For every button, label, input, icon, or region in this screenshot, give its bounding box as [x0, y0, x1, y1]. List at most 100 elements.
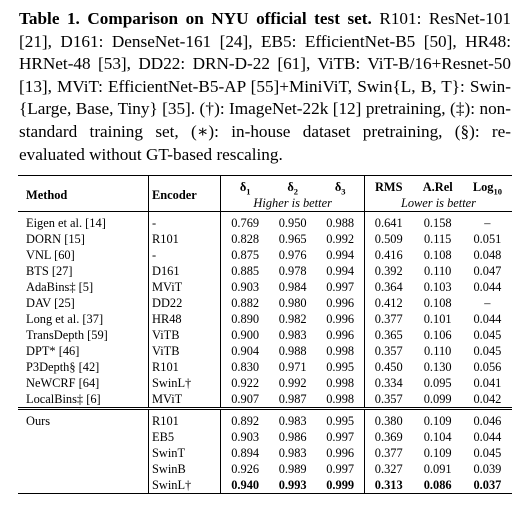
cell-encoder: - [147, 247, 221, 263]
cell-rms: 0.377 [363, 445, 413, 461]
cell-d3: 0.996 [326, 446, 355, 460]
cell-method: LocalBins‡ [6] [26, 392, 101, 406]
cell-method: Long et al. [37] [26, 312, 104, 326]
cell-rms: 0.369 [363, 429, 413, 445]
table-row: DAV [25] DD22 0.882 0.980 0.996 0.412 0.108 – [18, 295, 512, 311]
cell-d3: 0.997 [326, 462, 355, 476]
cell-d1: 0.882 [220, 295, 269, 311]
cell-d3: 0.998 [326, 344, 355, 358]
table-row: LocalBins‡ [6] MViT 0.907 0.987 0.998 0.357 0.… [18, 391, 512, 409]
cell-arel: 0.108 [423, 296, 452, 310]
cell-d1: 0.903 [220, 279, 269, 295]
cell-d1: 0.769 [220, 211, 269, 231]
cell-arel: 0.115 [423, 232, 452, 246]
cell-d1: 0.926 [220, 461, 269, 477]
caption-label: Table 1. [19, 9, 80, 28]
cell-rms: 0.450 [363, 359, 413, 375]
table-row: BTS [27] D161 0.885 0.978 0.994 0.392 0.110 0.0… [18, 263, 512, 279]
cell-encoder: D161 [147, 263, 221, 279]
cell-d2: 0.980 [278, 296, 307, 310]
cell-d2: 0.993 [278, 478, 307, 492]
cell-method: AdaBins‡ [5] [26, 280, 94, 294]
cell-encoder: SwinB [147, 461, 221, 477]
header-lower-better: Lower is better [363, 195, 512, 212]
cell-d2: 0.988 [278, 344, 307, 358]
cell-arel: 0.109 [423, 414, 452, 428]
cell-rms: 0.357 [363, 343, 413, 359]
cell-d1: 0.894 [220, 445, 269, 461]
header-rms: RMS [363, 175, 413, 195]
cell-rms: 0.334 [363, 375, 413, 391]
cell-method: P3Depth§ [42] [26, 360, 100, 374]
cell-arel: 0.091 [423, 462, 452, 476]
cell-d1: 0.830 [220, 359, 269, 375]
cell-encoder: ViTB [147, 327, 221, 343]
table-row: AdaBins‡ [5] MViT 0.903 0.984 0.997 0.364 0.10… [18, 279, 512, 295]
cell-log10: 0.047 [473, 264, 502, 278]
cell-log10: 0.045 [473, 344, 502, 358]
cell-d3: 0.995 [326, 360, 355, 374]
cell-encoder: - [147, 211, 221, 231]
cell-arel: 0.130 [423, 360, 452, 374]
caption-text: R101: ResNet-101 [21], D161: DenseNet-16… [19, 9, 512, 164]
cell-arel: 0.108 [423, 248, 452, 262]
cell-rms: 0.392 [363, 263, 413, 279]
cell-encoder: EB5 [147, 429, 221, 445]
cell-d1: 0.907 [220, 391, 269, 409]
cell-d2: 0.986 [278, 430, 307, 444]
cell-log10: 0.056 [473, 360, 502, 374]
cell-method: VNL [60] [26, 248, 75, 262]
cell-arel: 0.086 [423, 478, 452, 492]
header-higher-better: Higher is better [220, 195, 365, 212]
cell-rms: 0.412 [363, 295, 413, 311]
cell-method [18, 461, 149, 477]
cell-d3: 0.994 [326, 264, 355, 278]
cell-log10: – [484, 216, 491, 230]
cell-encoder: R101 [147, 408, 221, 429]
cell-arel: 0.106 [423, 328, 452, 342]
cell-encoder: R101 [147, 231, 221, 247]
cell-d3: 0.998 [326, 392, 355, 406]
cell-encoder: MViT [147, 391, 221, 409]
cell-rms: 0.416 [363, 247, 413, 263]
cell-log10: – [484, 296, 491, 310]
cell-rms: 0.357 [363, 391, 413, 409]
cell-d2: 0.976 [278, 248, 307, 262]
cell-rms: 0.641 [363, 211, 413, 231]
cell-arel: 0.110 [423, 264, 452, 278]
cell-rms: 0.365 [363, 327, 413, 343]
cell-d2: 0.982 [278, 312, 307, 326]
cell-d2: 0.992 [278, 376, 307, 390]
cell-d2: 0.965 [278, 232, 307, 246]
header-method: Method [26, 188, 68, 202]
cell-d1: 0.940 [220, 477, 269, 494]
cell-log10: 0.039 [473, 462, 502, 476]
cell-d2: 0.983 [278, 328, 307, 342]
cell-d2: 0.987 [278, 392, 307, 406]
cell-log10: 0.042 [473, 392, 502, 406]
cell-d1: 0.922 [220, 375, 269, 391]
caption-title: Comparison on NYU official test set. [87, 9, 372, 28]
cell-arel: 0.104 [423, 430, 452, 444]
header-d1: δ1 [220, 175, 269, 196]
cell-d2: 0.971 [278, 360, 307, 374]
cell-method: BTS [27] [26, 264, 73, 278]
table-row: SwinB 0.926 0.989 0.997 0.327 0.091 0.039 [18, 461, 512, 477]
cell-encoder: ViTB [147, 343, 221, 359]
cell-arel: 0.095 [423, 376, 452, 390]
cell-rms: 0.380 [363, 408, 413, 429]
cell-d2: 0.984 [278, 280, 307, 294]
cell-arel: 0.099 [423, 392, 452, 406]
table-row: Eigen et al. [14] -0.769 0.950 0.988 0.641 0.… [18, 211, 512, 231]
cell-log10: 0.048 [473, 248, 502, 262]
cell-encoder: R101 [147, 359, 221, 375]
header-d3: δ3 [334, 180, 346, 197]
cell-d2: 0.978 [278, 264, 307, 278]
table-row: DPT* [46] ViTB 0.904 0.988 0.998 0.357 0.110 0.… [18, 343, 512, 359]
cell-method: DORN [15] [26, 232, 85, 246]
cell-arel: 0.109 [423, 446, 452, 460]
cell-arel: 0.110 [423, 344, 452, 358]
table-row: SwinT 0.894 0.983 0.996 0.377 0.109 0.045 [18, 445, 512, 461]
results-table: Method Encoder δ1 δ2 δ3 RMS A.Rel Log10 … [18, 175, 512, 494]
cell-method: DPT* [46] [26, 344, 80, 358]
